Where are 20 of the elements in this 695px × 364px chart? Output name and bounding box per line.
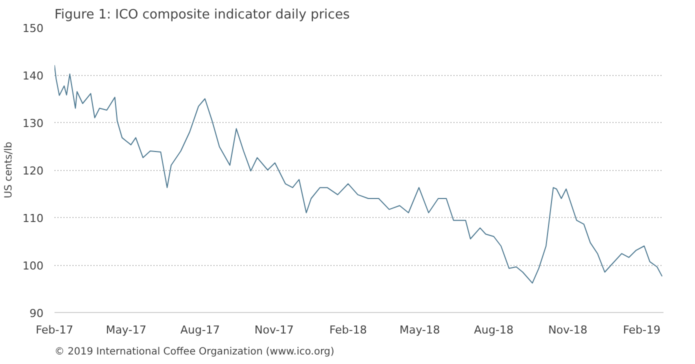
text: © 2019 International Coffee Organization (www.ico.org): [54, 346, 334, 358]
y-tick-label: 90: [30, 307, 44, 320]
y-axis-title: US cents/lb: [4, 142, 15, 198]
x-tick-label: Aug-18: [474, 324, 514, 336]
x-tick-label: Aug-17: [180, 324, 220, 336]
x-tick-label: Feb-18: [329, 324, 367, 336]
line-series: [54, 65, 662, 284]
y-tick-label: 140: [22, 70, 44, 82]
x-tick-label: Feb-19: [623, 324, 661, 336]
x-tick-label: May-17: [106, 324, 146, 336]
chart-title: Figure 1: ICO composite indicator daily prices: [54, 8, 350, 22]
x-tick-label: May-18: [399, 324, 440, 336]
y-tick-label: 120: [22, 164, 44, 178]
y-tick-label: 100: [22, 260, 44, 272]
x-tick-label: Feb-17: [36, 324, 74, 336]
x-tick-label: Nov-18: [548, 324, 588, 336]
y-tick-label: 130: [22, 117, 44, 130]
y-tick-label: 110: [22, 212, 44, 225]
y-tick-label: 150: [22, 22, 44, 35]
x-tick-label: Nov-17: [254, 324, 294, 336]
